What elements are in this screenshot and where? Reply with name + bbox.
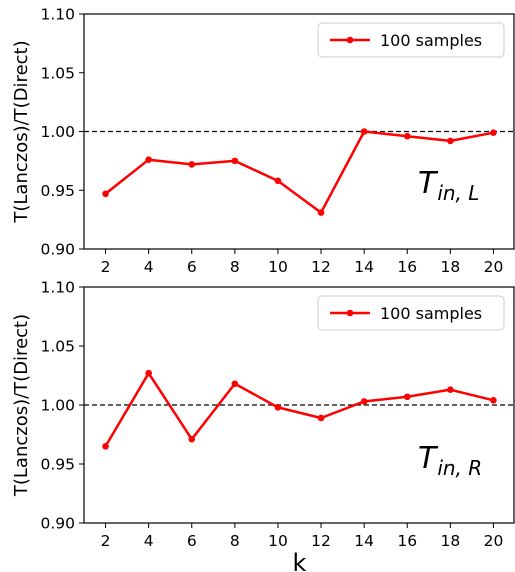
x-tick-label: 16	[397, 532, 417, 550]
legend: 100 samples	[317, 22, 505, 58]
y-tick-label: 0.90	[40, 241, 75, 259]
x-tick-label: 14	[354, 532, 374, 550]
data-point	[145, 156, 152, 163]
x-tick-label: 10	[268, 258, 288, 276]
x-tick-label: 4	[144, 532, 154, 550]
data-point	[102, 190, 109, 198]
x-tick-label: 12	[311, 532, 331, 550]
x-tick-label: 6	[187, 258, 197, 276]
x-tick-label: 2	[101, 532, 111, 550]
data-point	[188, 161, 196, 168]
legend-box	[317, 22, 505, 58]
panel-annotation: Tin, L	[418, 166, 479, 205]
x-tick-label: 18	[440, 532, 460, 550]
data-point	[231, 380, 239, 388]
legend-box	[317, 295, 505, 331]
legend-label: 100 samples	[380, 31, 482, 50]
x-tick-label: 18	[440, 258, 460, 276]
legend-marker	[346, 36, 354, 44]
data-point	[317, 414, 325, 422]
legend: 100 samples	[317, 295, 505, 331]
data-point	[102, 443, 109, 450]
x-tick-label: 14	[354, 258, 374, 276]
x-tick-label: 6	[187, 532, 197, 550]
y-tick-label: 1.10	[40, 279, 75, 297]
x-tick-label: 4	[144, 258, 154, 276]
data-point	[274, 177, 282, 185]
data-point	[447, 386, 454, 393]
y-tick-label: 1.05	[40, 64, 75, 82]
x-tick-label: 8	[230, 258, 240, 276]
y-tick-label: 1.05	[40, 338, 75, 356]
x-tick-label: 20	[484, 532, 504, 550]
panel-annotation: Tin, R	[418, 441, 482, 480]
data-point	[274, 404, 282, 411]
series-line	[104, 371, 494, 447]
series-line	[104, 130, 494, 214]
x-tick-label: 2	[101, 258, 111, 276]
data-point	[403, 393, 411, 401]
x-tick-label: 20	[484, 258, 504, 276]
y-axis-label: T(Lanczos)/T(Direct)	[11, 40, 32, 223]
data-point	[188, 435, 196, 443]
data-point	[145, 369, 152, 377]
y-tick-label: 0.90	[40, 515, 75, 533]
data-point	[403, 132, 411, 140]
y-tick-label: 0.95	[40, 456, 75, 474]
y-axis-label: T(Lanczos)/T(Direct)	[11, 314, 32, 497]
data-point	[317, 209, 325, 216]
data-point	[360, 398, 368, 405]
x-axis-label: k	[293, 549, 307, 572]
data-point	[360, 128, 368, 135]
data-point	[447, 137, 454, 145]
x-tick-label: 10	[268, 532, 288, 550]
x-tick-label: 12	[311, 258, 331, 276]
y-tick-label: 1.00	[40, 397, 75, 415]
data-point	[490, 129, 497, 136]
legend-label: 100 samples	[380, 304, 482, 323]
y-tick-label: 0.95	[40, 182, 75, 200]
chart-panel-2: 0.90 0.95 1.00 1.05 1.10 2 4 6 8 10 12 14 16 18 20 T(La…	[11, 279, 515, 572]
x-tick-label: 8	[230, 532, 240, 550]
data-point	[231, 157, 239, 165]
x-tick-label: 16	[397, 258, 417, 276]
legend-marker	[346, 309, 354, 317]
chart-panel-1: 0.90 0.95 1.00 1.05 1.10 2 4 6 8 10 12 14 16 18 20 T(La…	[11, 6, 515, 276]
y-tick-label: 1.10	[40, 6, 75, 24]
data-point	[490, 396, 497, 404]
y-tick-label: 1.00	[40, 123, 75, 141]
